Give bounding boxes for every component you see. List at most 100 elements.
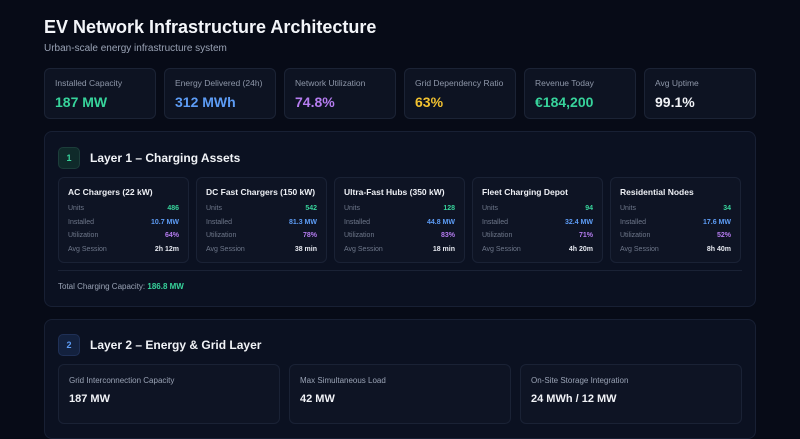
grid-metric-card: Max Simultaneous Load 42 MW xyxy=(289,364,511,424)
stat-row-utilization: Utilization 71% xyxy=(482,229,593,243)
stat-value: 10.7 MW xyxy=(150,218,179,226)
layer-badge: 2 xyxy=(58,334,80,356)
stat-value: 34 xyxy=(723,205,731,213)
kpi-card: Avg Uptime 99.1% xyxy=(644,68,756,119)
kpi-value: 187 MW xyxy=(55,94,108,110)
layer-title: Layer 2 – Energy & Grid Layer xyxy=(90,338,262,352)
stat-value: 8h 40m xyxy=(706,245,731,253)
stat-value: 32.4 MW xyxy=(564,218,593,226)
stat-label: Installed xyxy=(344,218,371,226)
asset-name: Ultra-Fast Hubs (350 kW) xyxy=(344,187,445,197)
kpi-label: Revenue Today xyxy=(535,78,594,88)
metric-label: Grid Interconnection Capacity xyxy=(69,376,175,385)
stat-value: 486 xyxy=(167,205,179,213)
stat-label: Utilization xyxy=(620,232,651,240)
stat-row-utilization: Utilization 52% xyxy=(620,229,731,243)
stat-row-session: Avg Session 8h 40m xyxy=(620,243,731,257)
stat-row-utilization: Utilization 83% xyxy=(344,229,455,243)
metric-label: Max Simultaneous Load xyxy=(300,376,386,385)
metric-label: On-Site Storage Integration xyxy=(531,376,629,385)
kpi-value: 63% xyxy=(415,94,444,110)
stat-label: Utilization xyxy=(344,232,375,240)
stat-value: 4h 20m xyxy=(568,245,593,253)
stat-value: 71% xyxy=(578,232,593,240)
metric-value: 187 MW xyxy=(69,393,110,405)
stat-value: 2h 12m xyxy=(154,245,179,253)
stat-value: 128 xyxy=(443,205,455,213)
asset-card: Ultra-Fast Hubs (350 kW) Units 128 Installe… xyxy=(334,177,465,263)
stat-value: 78% xyxy=(302,232,317,240)
kpi-row: Installed Capacity 187 MW Energy Delivered… xyxy=(44,68,756,119)
kpi-label: Energy Delivered (24h) xyxy=(175,78,263,88)
stat-value: 38 min xyxy=(294,245,317,253)
stat-row-installed: Installed 44.8 MW xyxy=(344,216,455,230)
grid-metric-cards: Grid Interconnection Capacity 187 MW Max S… xyxy=(58,364,742,424)
kpi-card: Grid Dependency Ratio 63% xyxy=(404,68,516,119)
asset-card: Residential Nodes Units 34 Installed 17.6 MW… xyxy=(610,177,741,263)
grid-metric-card: Grid Interconnection Capacity 187 MW xyxy=(58,364,280,424)
stat-label: Avg Session xyxy=(620,245,659,253)
layer-2-panel: 2 Layer 2 – Energy & Grid Layer Grid Int… xyxy=(44,319,756,439)
asset-name: Residential Nodes xyxy=(620,187,694,197)
stat-label: Utilization xyxy=(68,232,99,240)
total-charging-capacity: Total Charging Capacity: 186.8 MW xyxy=(58,282,184,291)
kpi-card: Installed Capacity 187 MW xyxy=(44,68,156,119)
stat-value: 94 xyxy=(585,205,593,213)
stat-row-utilization: Utilization 64% xyxy=(68,229,179,243)
kpi-card: Network Utilization 74.8% xyxy=(284,68,396,119)
layer-2-header: 2 Layer 2 – Energy & Grid Layer xyxy=(58,334,261,356)
stat-label: Units xyxy=(344,205,360,213)
stat-row-installed: Installed 32.4 MW xyxy=(482,216,593,230)
layer-badge: 1 xyxy=(58,147,80,169)
kpi-value: 99.1% xyxy=(655,94,695,110)
asset-name: DC Fast Chargers (150 kW) xyxy=(206,187,316,197)
layer-1-header: 1 Layer 1 – Charging Assets xyxy=(58,147,240,169)
kpi-label: Installed Capacity xyxy=(55,78,123,88)
page-title: EV Network Infrastructure Architecture xyxy=(44,17,377,37)
stat-label: Avg Session xyxy=(206,245,245,253)
stat-row-installed: Installed 10.7 MW xyxy=(68,216,179,230)
metric-value: 42 MW xyxy=(300,393,335,405)
stat-row-units: Units 34 xyxy=(620,202,731,216)
stat-label: Utilization xyxy=(206,232,237,240)
stat-label: Installed xyxy=(68,218,95,226)
kpi-label: Network Utilization xyxy=(295,78,366,88)
stat-label: Installed xyxy=(206,218,233,226)
asset-name: AC Chargers (22 kW) xyxy=(68,187,153,197)
asset-card: DC Fast Chargers (150 kW) Units 542 Install… xyxy=(196,177,327,263)
kpi-card: Energy Delivered (24h) 312 MWh xyxy=(164,68,276,119)
stat-row-session: Avg Session 4h 20m xyxy=(482,243,593,257)
kpi-card: Revenue Today €184,200 xyxy=(524,68,636,119)
stat-label: Avg Session xyxy=(482,245,521,253)
stat-value: 542 xyxy=(305,205,317,213)
kpi-label: Avg Uptime xyxy=(655,78,699,88)
stat-row-units: Units 128 xyxy=(344,202,455,216)
metric-value: 24 MWh / 12 MW xyxy=(531,393,617,405)
divider xyxy=(58,270,742,271)
charging-asset-cards: AC Chargers (22 kW) Units 486 Installed 10.7… xyxy=(58,177,741,263)
stat-value: 83% xyxy=(440,232,455,240)
kpi-label: Grid Dependency Ratio xyxy=(415,78,504,88)
asset-card: AC Chargers (22 kW) Units 486 Installed 10.7… xyxy=(58,177,189,263)
stat-label: Installed xyxy=(620,218,647,226)
stat-label: Avg Session xyxy=(68,245,107,253)
stat-value: 44.8 MW xyxy=(426,218,455,226)
stat-value: 81.3 MW xyxy=(288,218,317,226)
stat-label: Avg Session xyxy=(344,245,383,253)
stat-row-installed: Installed 81.3 MW xyxy=(206,216,317,230)
stat-value: 64% xyxy=(164,232,179,240)
kpi-value: 74.8% xyxy=(295,94,335,110)
stat-label: Units xyxy=(206,205,222,213)
stat-label: Utilization xyxy=(482,232,513,240)
asset-name: Fleet Charging Depot xyxy=(482,187,568,197)
stat-row-units: Units 94 xyxy=(482,202,593,216)
asset-card: Fleet Charging Depot Units 94 Installed 32.4… xyxy=(472,177,603,263)
kpi-value: €184,200 xyxy=(535,94,594,110)
total-value: 186.8 MW xyxy=(147,282,184,291)
stat-row-utilization: Utilization 78% xyxy=(206,229,317,243)
stat-label: Units xyxy=(68,205,84,213)
stat-value: 17.6 MW xyxy=(702,218,731,226)
layer-1-panel: 1 Layer 1 – Charging Assets AC Chargers … xyxy=(44,131,756,307)
stat-value: 18 min xyxy=(432,245,455,253)
grid-metric-card: On-Site Storage Integration 24 MWh / 12 M… xyxy=(520,364,742,424)
